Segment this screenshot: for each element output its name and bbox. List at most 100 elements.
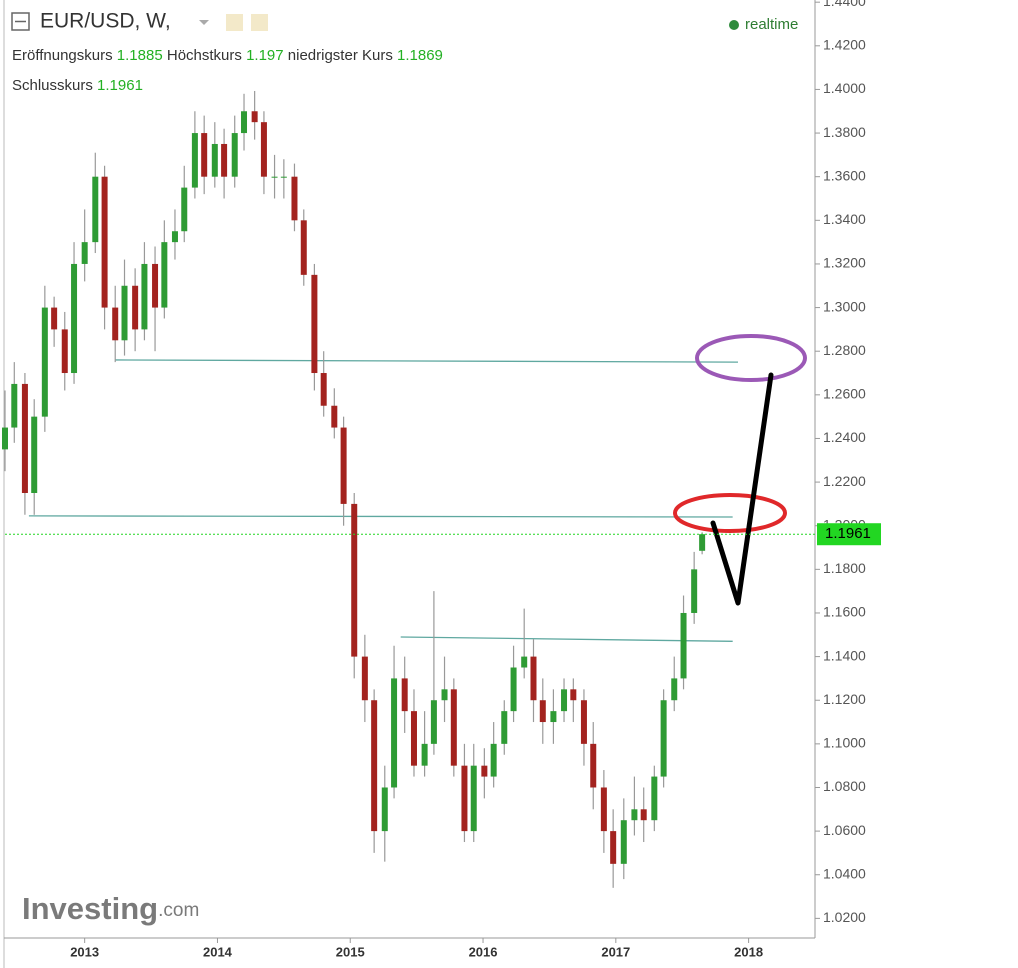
candle-body [490, 743, 497, 777]
close-label: Schlusskurs [12, 77, 93, 94]
candle-body [610, 831, 617, 864]
candle-body [181, 187, 188, 232]
candle-body [231, 133, 238, 177]
low-label: niedrigster Kurs [288, 47, 393, 64]
candle-body [300, 220, 307, 275]
candle-body [441, 689, 448, 701]
y-tick-label: 1.2200 [823, 473, 866, 489]
candle-body [191, 133, 198, 188]
candle-body [41, 307, 48, 417]
y-tick-label: 1.4000 [823, 80, 866, 96]
y-tick-label: 1.0600 [823, 822, 866, 838]
open-value: 1.1885 [117, 47, 163, 64]
candle-body [391, 678, 398, 788]
y-tick-label: 1.1000 [823, 735, 866, 751]
candle-body [51, 307, 58, 330]
candle-body [620, 820, 627, 864]
candle-body [640, 809, 647, 821]
x-tick-label: 2016 [469, 944, 498, 959]
trendline [400, 636, 733, 642]
candle-body [201, 133, 208, 177]
logo-name: Investing [22, 891, 158, 926]
candle-body [21, 383, 28, 493]
y-tick-label: 1.3800 [823, 124, 866, 140]
trendline [28, 515, 733, 518]
x-tick-label: 2017 [601, 944, 630, 959]
candle-body [590, 743, 597, 788]
candle-body [71, 263, 78, 374]
candle-body [331, 405, 338, 428]
candle-body [450, 689, 457, 766]
high-label: Höchstkurs [167, 47, 242, 64]
symbol-title: EUR/USD, W, [40, 10, 171, 33]
candle-body [651, 776, 658, 821]
y-tick-label: 1.1200 [823, 691, 866, 707]
ohlc-line: Eröffnungskurs 1.1885 Höchstkurs 1.197 n… [12, 47, 443, 64]
y-tick-label: 1.0400 [823, 865, 866, 881]
low-value: 1.1869 [397, 47, 443, 64]
candle-body [141, 263, 148, 330]
candle-body [311, 274, 318, 374]
candle-body [430, 700, 437, 744]
candle-body [171, 231, 178, 243]
candle-body [280, 176, 287, 178]
candle-body [152, 263, 159, 308]
status-label: realtime [745, 16, 798, 33]
candle-body [260, 122, 267, 177]
candle-body [121, 285, 128, 341]
candle-body [101, 176, 108, 308]
y-tick-label: 1.1800 [823, 560, 866, 576]
candle-body [92, 176, 99, 243]
toolbar-icon[interactable] [226, 14, 243, 31]
candle-body [81, 242, 88, 264]
plot [2, 90, 738, 888]
dropdown-arrow[interactable] [199, 20, 209, 25]
candle-body [291, 176, 298, 221]
candle-body [600, 787, 607, 832]
y-tick-label: 1.1400 [823, 647, 866, 663]
candle-body [271, 176, 278, 178]
candle-body [539, 700, 546, 723]
candle-body [320, 373, 327, 406]
x-tick-label: 2014 [203, 944, 233, 959]
candle-body [421, 743, 428, 766]
candle-body [361, 656, 368, 701]
y-tick-label: 1.1600 [823, 604, 866, 620]
candle-body [470, 765, 477, 832]
candle-body [550, 711, 557, 723]
y-tick-label: 1.2400 [823, 429, 866, 445]
candle-body [521, 656, 528, 668]
status-dot [729, 20, 739, 30]
candle-body [699, 534, 706, 551]
candle-body [530, 656, 537, 701]
candle-body [11, 383, 18, 428]
candle-body [61, 329, 68, 374]
y-tick-label: 1.4400 [823, 0, 866, 9]
collapse-icon[interactable] [11, 12, 30, 31]
candle-body [671, 678, 678, 701]
open-label: Eröffnungskurs [12, 47, 113, 64]
close-line: Schlusskurs 1.1961 [12, 77, 143, 94]
y-tick-label: 1.4200 [823, 37, 866, 53]
candle-body [680, 612, 687, 679]
annotation-ellipse [673, 493, 787, 533]
logo-suffix: .com [158, 900, 199, 921]
candle-body [510, 667, 517, 712]
toolbar-icon[interactable] [251, 14, 268, 31]
candle-body [461, 765, 468, 832]
candle-body [112, 307, 119, 341]
y-tick-label: 1.0800 [823, 778, 866, 794]
candle-body [371, 700, 378, 832]
y-tick-label: 1.3000 [823, 298, 866, 314]
candle-body [570, 689, 577, 701]
last-price-badge [817, 523, 881, 546]
annotation-stroke [710, 372, 774, 606]
candle-body [251, 111, 258, 123]
candle-body [561, 689, 568, 712]
candle-body [241, 111, 248, 134]
candle-body [401, 678, 408, 712]
logo: Investing.com [22, 891, 199, 926]
candle-body [221, 143, 228, 177]
